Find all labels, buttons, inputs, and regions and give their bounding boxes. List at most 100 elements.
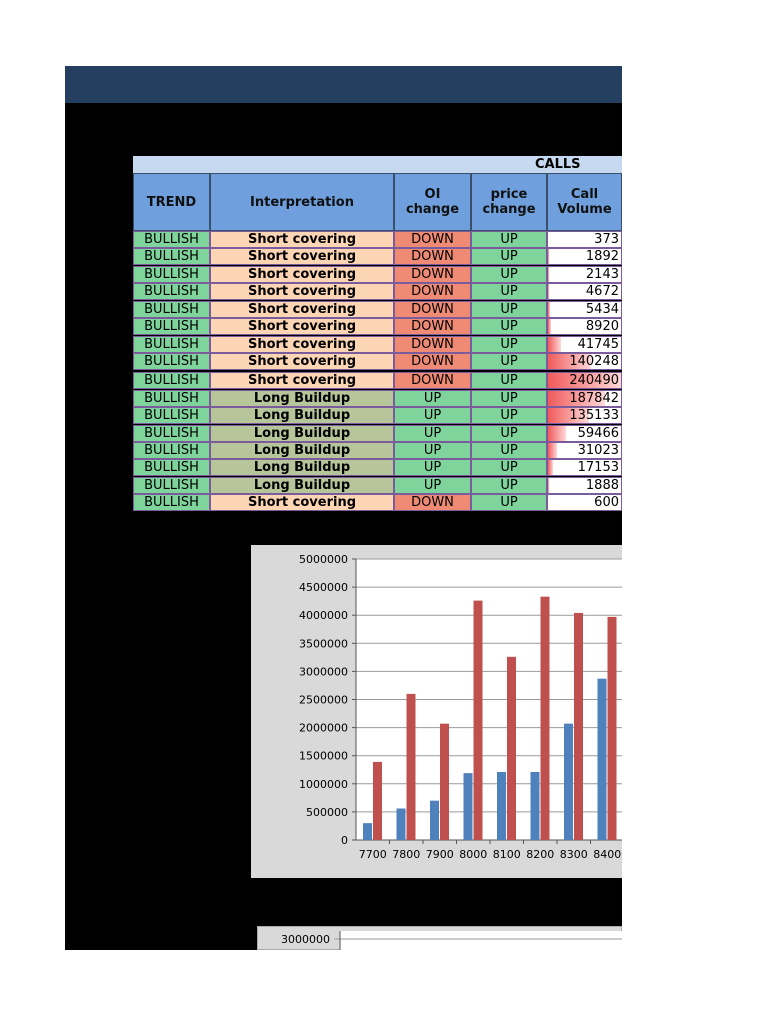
price-change-cell[interactable]: UP	[471, 353, 547, 370]
trend-cell[interactable]: BULLISH	[133, 283, 210, 300]
trend-cell[interactable]: BULLISH	[133, 318, 210, 335]
oi-change-cell[interactable]: DOWN	[394, 318, 471, 335]
call-volume-cell[interactable]: 17153	[547, 459, 622, 476]
column-header-call-volume[interactable]: Call Volume	[547, 173, 622, 231]
interpretation-cell[interactable]: Short covering	[210, 372, 394, 389]
call-volume-cell-value: 5434	[585, 302, 619, 317]
oi-change-cell[interactable]: DOWN	[394, 336, 471, 353]
interpretation-cell[interactable]: Short covering	[210, 231, 394, 248]
oi-change-cell[interactable]: DOWN	[394, 301, 471, 318]
column-header-interpretation[interactable]: Interpretation	[210, 173, 394, 231]
trend-cell[interactable]: BULLISH	[133, 442, 210, 459]
call-volume-cell[interactable]: 8920	[547, 318, 622, 335]
trend-cell[interactable]: BULLISH	[133, 372, 210, 389]
price-change-cell[interactable]: UP	[471, 477, 547, 494]
oi-change-header-label: OI change	[406, 187, 459, 217]
interpretation-cell[interactable]: Long Buildup	[210, 407, 394, 424]
call-volume-cell[interactable]: 2143	[547, 266, 622, 283]
interpretation-cell[interactable]: Long Buildup	[210, 425, 394, 442]
interpretation-cell[interactable]: Short covering	[210, 318, 394, 335]
call-volume-cell[interactable]: 31023	[547, 442, 622, 459]
volume-data-bar	[548, 426, 567, 441]
interpretation-cell[interactable]: Short covering	[210, 301, 394, 318]
trend-cell[interactable]: BULLISH	[133, 459, 210, 476]
call-volume-cell[interactable]: 135133	[547, 407, 622, 424]
price-change-cell[interactable]: UP	[471, 425, 547, 442]
price-change-cell[interactable]: UP	[471, 231, 547, 248]
call-volume-cell[interactable]: 59466	[547, 425, 622, 442]
call-volume-cell[interactable]: 187842	[547, 390, 622, 407]
oi-change-cell[interactable]: DOWN	[394, 494, 471, 511]
interpretation-cell[interactable]: Long Buildup	[210, 459, 394, 476]
trend-cell[interactable]: BULLISH	[133, 494, 210, 511]
column-header-price-change[interactable]: price change	[471, 173, 547, 231]
trend-cell[interactable]: BULLISH	[133, 390, 210, 407]
call-volume-cell[interactable]: 1892	[547, 248, 622, 265]
interpretation-cell[interactable]: Short covering	[210, 266, 394, 283]
price-change-cell[interactable]: UP	[471, 442, 547, 459]
call-volume-cell[interactable]: 4672	[547, 283, 622, 300]
price-change-cell[interactable]: UP	[471, 494, 547, 511]
price-change-cell[interactable]: UP	[471, 459, 547, 476]
trend-cell[interactable]: BULLISH	[133, 248, 210, 265]
chart-bar	[507, 656, 516, 840]
second-chart[interactable]: 3000000	[257, 926, 622, 950]
oi-change-cell[interactable]: DOWN	[394, 353, 471, 370]
call-volume-cell[interactable]: 41745	[547, 336, 622, 353]
chart-bar	[607, 616, 617, 840]
oi-change-cell[interactable]: DOWN	[394, 372, 471, 389]
oi-change-cell[interactable]: DOWN	[394, 231, 471, 248]
interpretation-cell[interactable]: Short covering	[210, 248, 394, 265]
chart-bar	[406, 693, 416, 840]
oi-change-cell[interactable]: UP	[394, 477, 471, 494]
oi-change-cell[interactable]: UP	[394, 442, 471, 459]
interpretation-cell[interactable]: Short covering	[210, 494, 394, 511]
interpretation-cell[interactable]: Long Buildup	[210, 477, 394, 494]
oi-change-cell[interactable]: DOWN	[394, 248, 471, 265]
interpretation-cell[interactable]: Short covering	[210, 353, 394, 370]
column-header-oi-change[interactable]: OI change	[394, 173, 471, 231]
trend-cell[interactable]: BULLISH	[133, 425, 210, 442]
column-header-trend[interactable]: TREND	[133, 173, 210, 231]
interpretation-cell[interactable]: Short covering	[210, 336, 394, 353]
call-volume-cell[interactable]: 5434	[547, 301, 622, 318]
trend-cell-value: BULLISH	[144, 319, 199, 334]
chart-bar	[363, 823, 372, 840]
oi-change-cell[interactable]: DOWN	[394, 283, 471, 300]
trend-cell[interactable]: BULLISH	[133, 353, 210, 370]
trend-cell[interactable]: BULLISH	[133, 231, 210, 248]
trend-cell[interactable]: BULLISH	[133, 336, 210, 353]
oi-change-cell[interactable]: UP	[394, 407, 471, 424]
price-change-cell[interactable]: UP	[471, 283, 547, 300]
call-volume-cell[interactable]: 140248	[547, 353, 622, 370]
price-change-cell[interactable]: UP	[471, 301, 547, 318]
call-volume-cell[interactable]: 240490	[547, 372, 622, 389]
trend-cell[interactable]: BULLISH	[133, 266, 210, 283]
oi-change-cell[interactable]: UP	[394, 390, 471, 407]
trend-cell[interactable]: BULLISH	[133, 477, 210, 494]
volume-data-bar	[548, 319, 551, 334]
oi-change-cell[interactable]: UP	[394, 459, 471, 476]
call-volume-cell[interactable]: 600	[547, 494, 622, 511]
y-tick-label: 1500000	[299, 750, 348, 763]
price-change-cell[interactable]: UP	[471, 390, 547, 407]
price-change-cell[interactable]: UP	[471, 336, 547, 353]
call-volume-cell[interactable]: 1888	[547, 477, 622, 494]
interpretation-cell[interactable]: Long Buildup	[210, 390, 394, 407]
interpretation-cell-value: Short covering	[247, 337, 357, 352]
trend-cell[interactable]: BULLISH	[133, 407, 210, 424]
call-volume-cell[interactable]: 373	[547, 231, 622, 248]
open-interest-bar-chart[interactable]: 0 500000 1000000 1500000 2000000 2500000 30000…	[251, 545, 622, 878]
price-change-cell[interactable]: UP	[471, 318, 547, 335]
price-change-cell[interactable]: UP	[471, 372, 547, 389]
oi-change-cell-value: DOWN	[411, 267, 454, 282]
chart-bar	[530, 771, 540, 840]
interpretation-cell[interactable]: Short covering	[210, 283, 394, 300]
price-change-cell[interactable]: UP	[471, 248, 547, 265]
oi-change-cell[interactable]: UP	[394, 425, 471, 442]
oi-change-cell[interactable]: DOWN	[394, 266, 471, 283]
trend-cell[interactable]: BULLISH	[133, 301, 210, 318]
price-change-cell[interactable]: UP	[471, 407, 547, 424]
interpretation-cell[interactable]: Long Buildup	[210, 442, 394, 459]
price-change-cell[interactable]: UP	[471, 266, 547, 283]
